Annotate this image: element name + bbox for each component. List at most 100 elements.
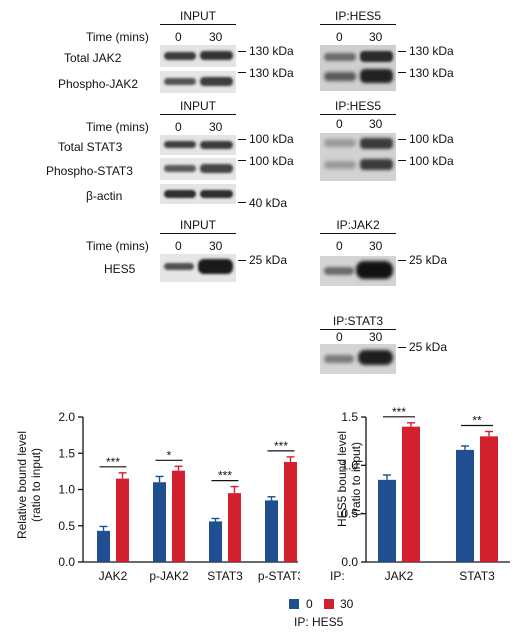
ip-hes5-1-header: IP:HES5 — [334, 9, 382, 23]
chart1-ylabel-line1: Relative bound level — [15, 430, 29, 540]
input3-time-label: Time (mins) — [86, 239, 149, 253]
ip-hes5-2-header-rule — [320, 114, 396, 115]
input1-time-label: Time (mins) — [86, 30, 149, 44]
y-tick-label: 0.5 — [341, 507, 358, 521]
input1-header: INPUT — [180, 9, 216, 23]
kda-label: 130 kDa — [409, 44, 454, 58]
significance-label: *** — [218, 469, 232, 483]
western-blot-band — [320, 344, 396, 374]
legend-swatch-30 — [324, 599, 334, 609]
western-blot-band — [160, 135, 236, 155]
ip-hes5-1-header-rule — [320, 24, 396, 25]
y-tick-label: 1.5 — [341, 410, 358, 424]
y-tick-label: 1.0 — [58, 483, 75, 497]
western-blot-band — [160, 71, 236, 93]
ip-hes5-2-header: IP:HES5 — [334, 99, 382, 113]
ip-stat3-time-30: 30 — [369, 330, 383, 344]
bar-STAT3-0 — [456, 449, 474, 562]
western-blot-band — [160, 45, 236, 67]
kda-tick — [238, 51, 246, 52]
x-tick-label: STAT3 — [207, 569, 243, 583]
y-tick-label: 0.0 — [341, 555, 358, 569]
input2-header-rule — [160, 114, 236, 115]
western-blot-band — [320, 256, 396, 286]
western-blot-band — [160, 254, 236, 282]
western-blot-panel — [320, 45, 396, 91]
kda-tick — [398, 51, 406, 52]
western-blot-band — [160, 184, 236, 204]
input2-row-label: Phospho-STAT3 — [46, 164, 133, 178]
kda-label: 25 kDa — [409, 340, 448, 354]
y-tick-label: 0.5 — [58, 519, 75, 533]
kda-tick — [238, 160, 246, 161]
bar-p-JAK2-30 — [172, 470, 185, 562]
kda-tick — [398, 160, 406, 161]
significance-label: ** — [472, 414, 482, 428]
legend-caption: IP: HES5 — [294, 615, 344, 629]
y-tick-label: 0.0 — [58, 555, 75, 569]
ip-prefix-label: IP: — [330, 569, 345, 583]
kda-label: 130 kDa — [249, 66, 294, 80]
kda-label: 100 kDa — [249, 154, 294, 168]
bar-p-STAT3-0 — [265, 500, 278, 562]
y-tick-label: 1.0 — [341, 458, 358, 472]
ip-hes5-1-time-0: 0 — [336, 30, 343, 44]
ip-stat3-header-rule — [320, 329, 396, 330]
input2-time-0: 0 — [175, 120, 182, 134]
kda-tick — [238, 72, 246, 73]
ip-jak2-header-rule — [320, 233, 396, 234]
kda-tick — [238, 139, 246, 140]
kda-label: 40 kDa — [249, 196, 288, 210]
ip-hes5-2-time-0: 0 — [336, 117, 343, 131]
kda-label: 130 kDa — [409, 66, 454, 80]
input2-row-label: β-actin — [86, 189, 123, 203]
ip-jak2-time-30: 30 — [369, 239, 383, 253]
western-blot-band — [160, 158, 236, 180]
bar-JAK2-30 — [116, 478, 129, 562]
input3-row-label: HES5 — [104, 262, 136, 276]
input3-time-0: 0 — [175, 239, 182, 253]
chart1-plot: 0.0 0.5 1.0 1.5 2.0 *** JAK2 * p-JAK2 *** STAT3 ***… — [58, 410, 300, 583]
kda-tick — [398, 139, 406, 140]
bar-JAK2-0 — [97, 530, 110, 562]
y-tick-label: 2.0 — [58, 410, 75, 424]
significance-label: *** — [274, 439, 288, 453]
kda-label: 130 kDa — [249, 44, 294, 58]
kda-label: 25 kDa — [249, 253, 288, 267]
kda-tick — [398, 347, 406, 348]
input3-time-30: 30 — [209, 239, 223, 253]
input1-row-label: Total JAK2 — [64, 51, 122, 65]
input1-header-rule — [160, 24, 236, 25]
input3-header: INPUT — [180, 218, 216, 232]
kda-label: 100 kDa — [249, 132, 294, 146]
kda-tick — [238, 202, 246, 203]
y-tick-label: 1.5 — [58, 446, 75, 460]
input3-header-rule — [160, 233, 236, 234]
kda-tick — [238, 260, 246, 261]
input1-time-0: 0 — [175, 30, 182, 44]
ip-stat3-header: IP:STAT3 — [332, 314, 384, 328]
input2-row-label: Total STAT3 — [58, 140, 123, 154]
legend-label-30: 30 — [340, 597, 354, 611]
ip-hes5-1-time-30: 30 — [369, 30, 383, 44]
bar-STAT3-30 — [480, 436, 498, 562]
input1-time-30: 30 — [209, 30, 223, 44]
x-tick-label: p-JAK2 — [149, 569, 189, 583]
ip-jak2-time-0: 0 — [336, 239, 343, 253]
chart2-plot: 0.0 0.5 1.0 1.5 *** JAK2 ** STAT3 IP: — [330, 405, 510, 583]
x-tick-label: p-STAT3 — [258, 569, 300, 583]
significance-label: *** — [106, 455, 120, 469]
ip-hes5-2-time-30: 30 — [369, 117, 383, 131]
legend-label-0: 0 — [306, 597, 313, 611]
x-tick-label: JAK2 — [385, 569, 414, 583]
significance-label: *** — [392, 405, 406, 419]
bar-STAT3-30 — [228, 493, 241, 562]
ip-jak2-header: IP:JAK2 — [336, 218, 380, 232]
input2-time-30: 30 — [209, 120, 223, 134]
input1-row-label: Phospho-JAK2 — [58, 77, 139, 91]
bar-JAK2-0 — [378, 479, 396, 562]
legend-swatch-0 — [289, 599, 299, 609]
bar-JAK2-30 — [402, 426, 420, 562]
significance-label: * — [167, 448, 172, 462]
bar-p-JAK2-0 — [153, 482, 166, 562]
